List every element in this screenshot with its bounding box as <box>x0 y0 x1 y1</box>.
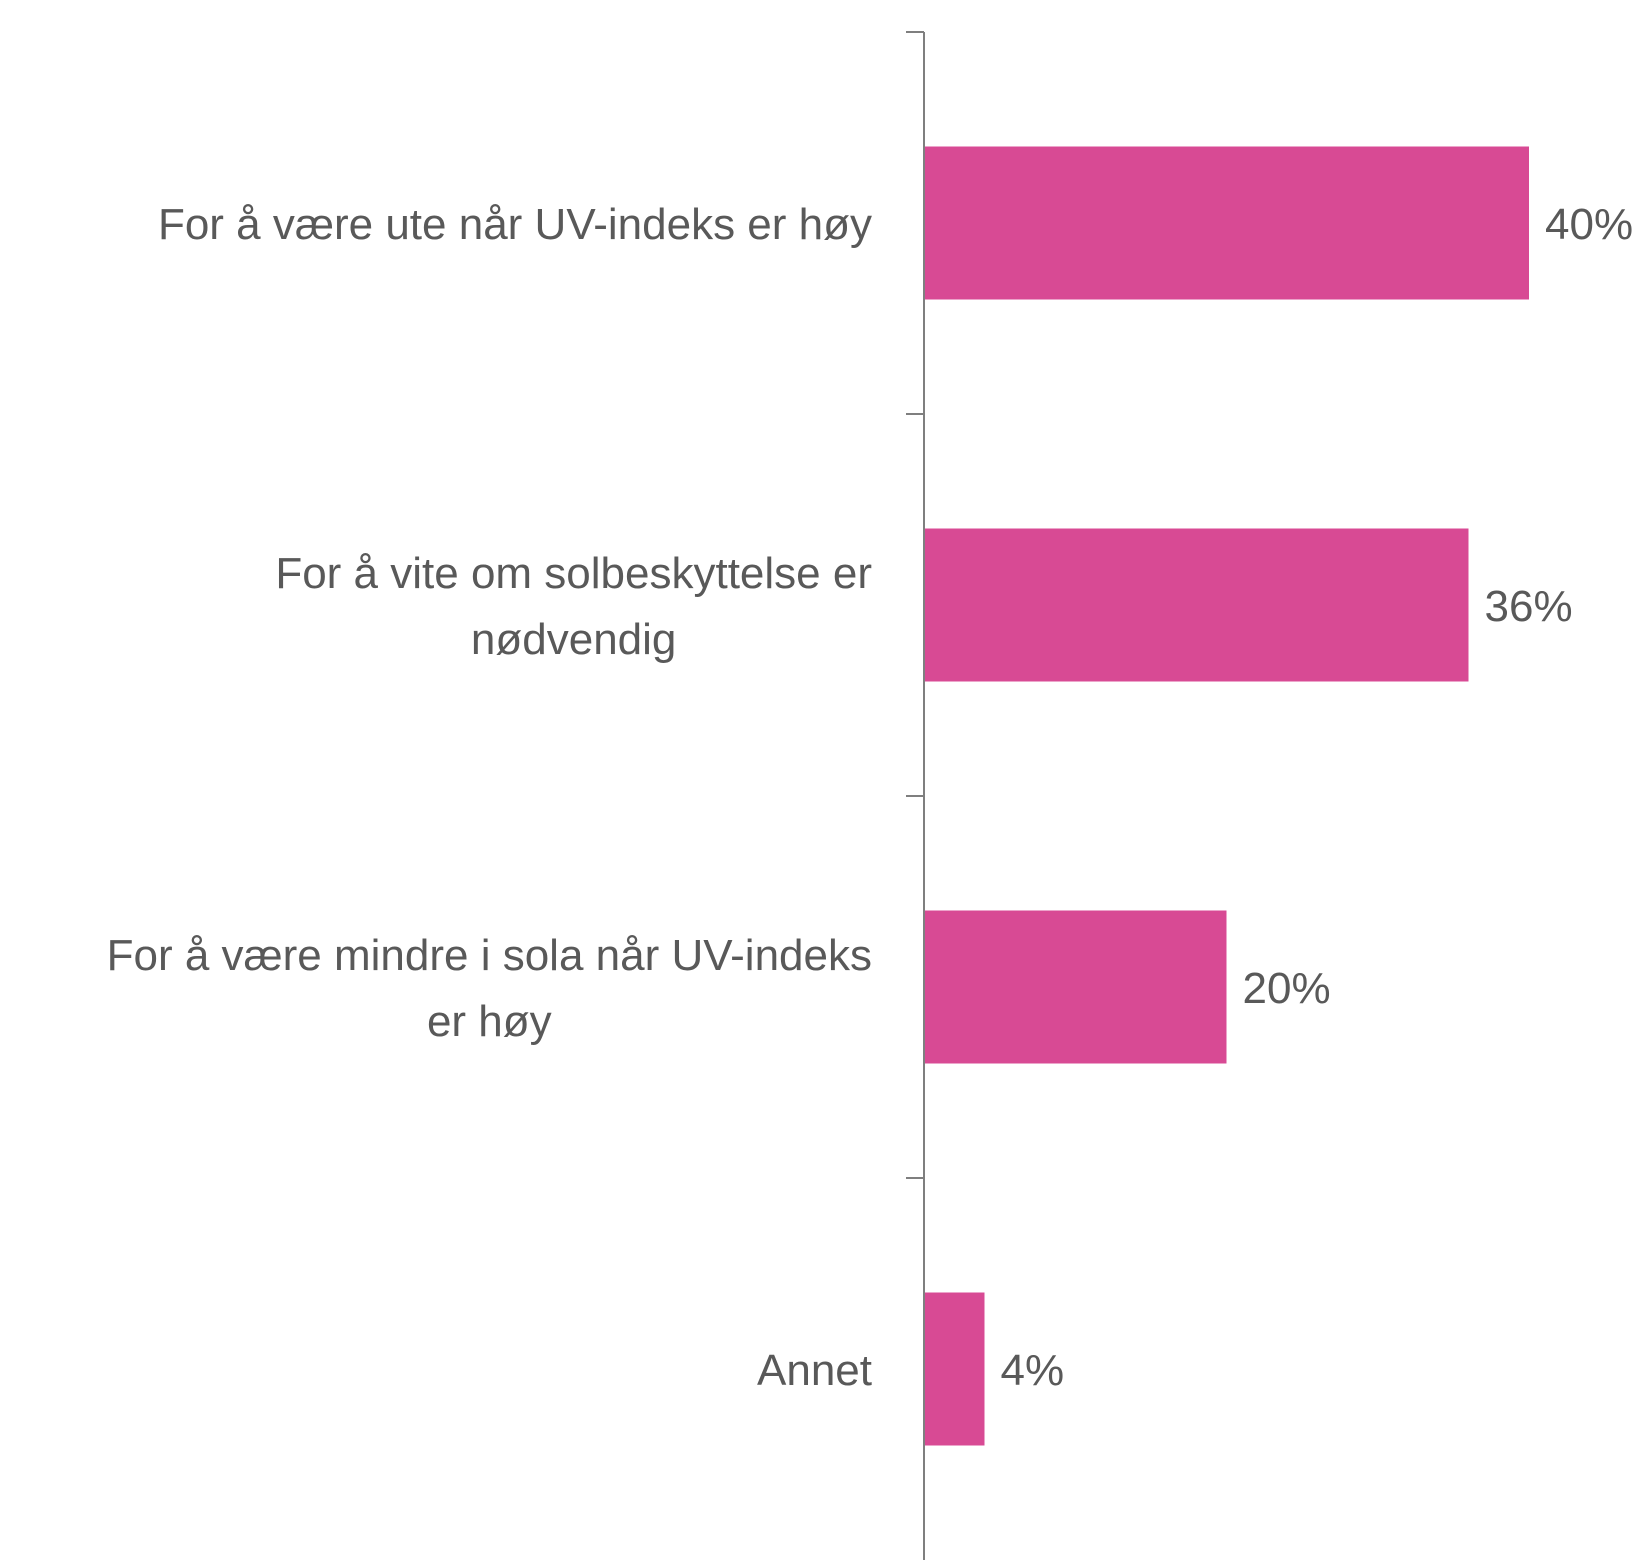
bar-4 <box>924 1292 985 1446</box>
category-label-3: For å være mindre i sola når UV-indeks er… <box>107 931 872 1046</box>
category-label-2-line-1: For å vite om solbeskyttelse er <box>275 549 872 598</box>
category-label-1: For å være ute når UV-indeks er høy <box>158 200 872 249</box>
category-labels: For å være ute når UV-indeks er høy For å… <box>107 200 872 1395</box>
category-label-2: For å vite om solbeskyttelse er nødvendig <box>275 549 872 664</box>
category-label-3-line-2: er høy <box>427 997 552 1046</box>
data-label-4: 4% <box>1001 1346 1065 1395</box>
bars-group <box>924 146 1529 1446</box>
data-label-1: 40% <box>1545 200 1633 249</box>
category-label-3-line-1: For å være mindre i sola når UV-indeks <box>107 931 872 980</box>
bar-1 <box>924 146 1529 300</box>
category-axis <box>906 31 925 1560</box>
data-labels: 40% 36% 20% 4% <box>1001 200 1634 1395</box>
bar-3 <box>924 910 1227 1064</box>
data-label-2: 36% <box>1485 582 1573 631</box>
bar-2 <box>924 528 1469 682</box>
category-label-4: Annet <box>757 1346 872 1395</box>
data-label-3: 20% <box>1243 964 1331 1013</box>
category-label-2-line-2: nødvendig <box>471 615 676 664</box>
